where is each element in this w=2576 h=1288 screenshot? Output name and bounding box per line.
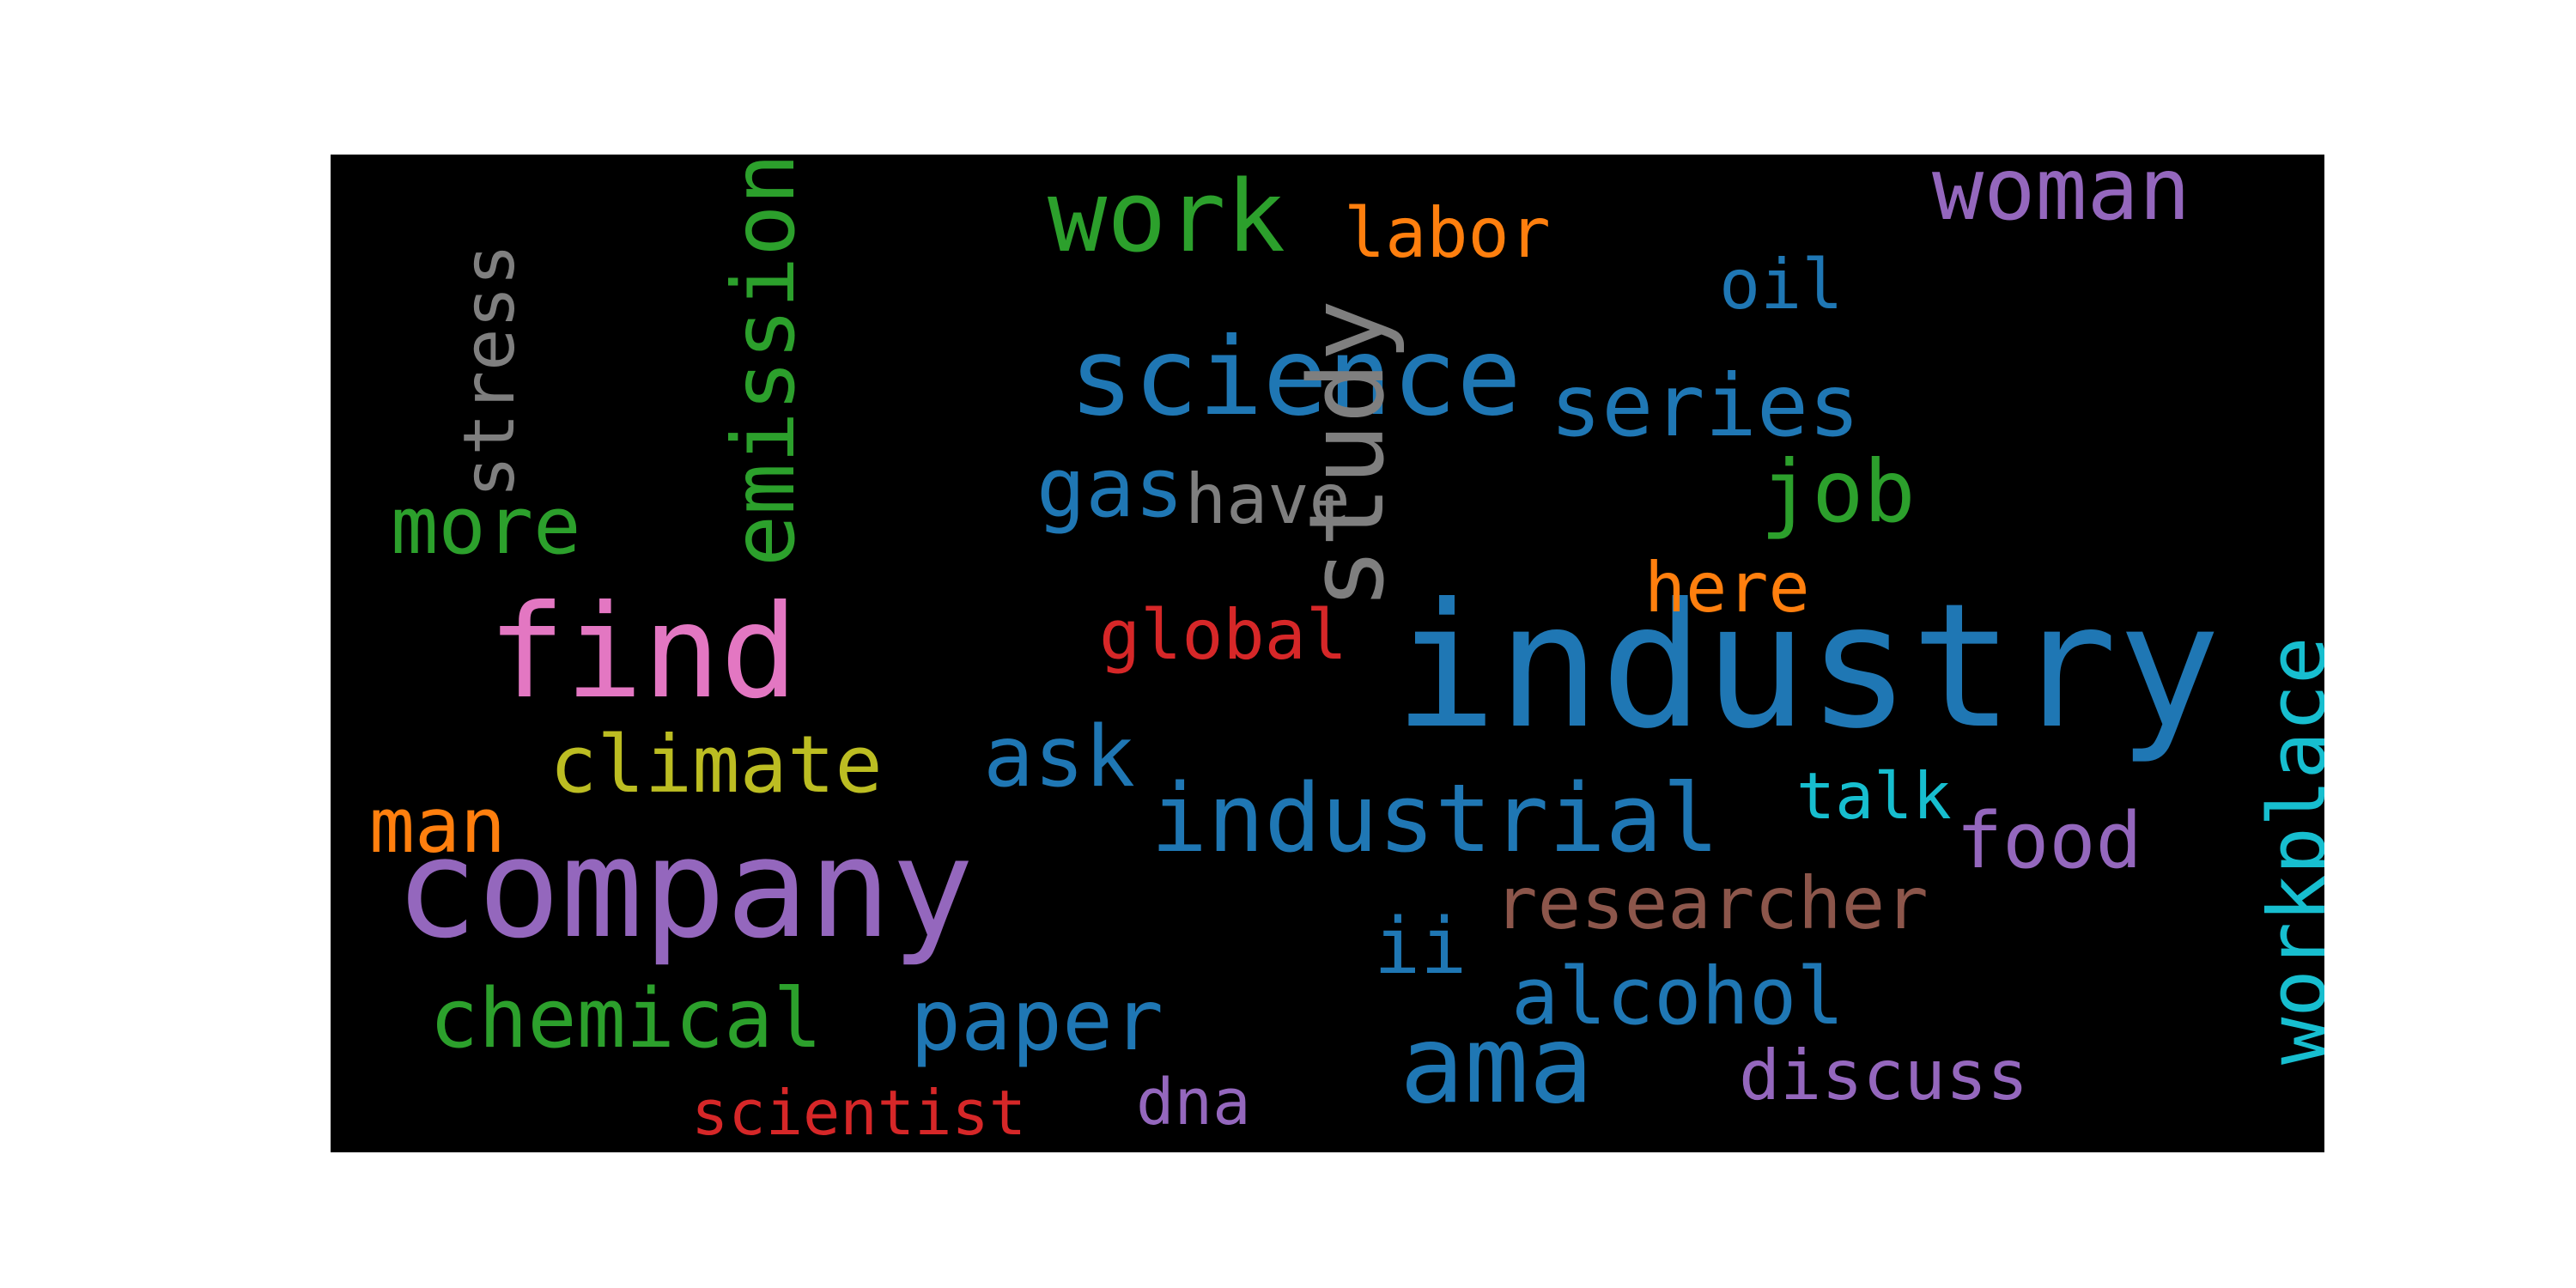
word-global: global: [1099, 595, 1347, 675]
word-alcohol: alcohol: [1511, 951, 1844, 1042]
word-emission: emission: [714, 155, 814, 567]
word-work: work: [1048, 160, 1285, 275]
word-scientist: scientist: [691, 1077, 1027, 1149]
word-company: company: [395, 808, 975, 969]
word-discuss: discuss: [1739, 1036, 2029, 1115]
word-ask: ask: [983, 708, 1136, 806]
word-gas: gas: [1036, 441, 1184, 536]
word-researcher: researcher: [1494, 861, 1929, 945]
word-woman: woman: [1932, 155, 2191, 240]
word-workplace: workplace: [2251, 636, 2324, 1066]
word-stress: stress: [449, 243, 531, 498]
word-labor: labor: [1344, 193, 1551, 273]
word-series: series: [1550, 355, 1861, 456]
word-job: job: [1760, 441, 1916, 542]
word-chemical: chemical: [429, 972, 823, 1066]
word-more: more: [391, 480, 581, 572]
word-ama: ama: [1400, 1003, 1594, 1127]
word-find: find: [488, 578, 799, 727]
word-talk: talk: [1796, 758, 1952, 834]
word-ii: ii: [1374, 902, 1467, 992]
word-study: study: [1288, 299, 1407, 610]
word-have: have: [1185, 459, 1351, 539]
word-science: science: [1069, 315, 1522, 440]
word-dna: dna: [1136, 1066, 1251, 1139]
word-cloud: industry company find science ama study indust…: [331, 155, 2324, 1152]
word-industry: industry: [1394, 567, 2221, 767]
word-industrial: industrial: [1151, 763, 1720, 873]
word-oil: oil: [1719, 245, 1844, 325]
word-man: man: [369, 781, 506, 870]
word-paper: paper: [910, 972, 1164, 1070]
word-food: food: [1956, 796, 2142, 886]
word-climate: climate: [550, 719, 883, 811]
word-here: here: [1644, 548, 1810, 628]
